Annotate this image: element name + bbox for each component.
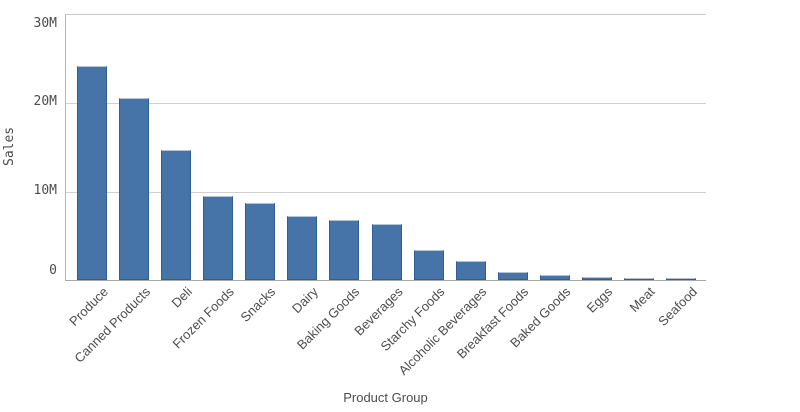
bar-produce[interactable] (77, 66, 107, 280)
y-tick-label-30m: 30M (33, 16, 57, 31)
bar-breakfast-foods[interactable] (498, 272, 528, 280)
bar-frozen-foods[interactable] (203, 196, 233, 280)
bar-dairy[interactable] (287, 216, 317, 280)
bar-beverages[interactable] (372, 224, 402, 280)
plot-area (65, 14, 706, 281)
bar-seafood[interactable] (666, 278, 696, 280)
x-tick-label-eggs[interactable]: Eggs (584, 284, 616, 316)
x-tick-label-snacks[interactable]: Snacks (237, 284, 279, 325)
x-tick-label-dairy[interactable]: Dairy (288, 284, 321, 317)
bar-alcoholic-beverages[interactable] (456, 260, 486, 280)
bar-baked-goods[interactable] (540, 274, 570, 280)
y-tick-label-20m: 20M (33, 94, 57, 109)
x-tick-label-canned-products[interactable]: Canned Products (70, 284, 153, 366)
y-tick-label-10m: 10M (33, 183, 57, 198)
bar-starchy-foods[interactable] (414, 250, 444, 280)
bar-snacks[interactable] (245, 203, 275, 280)
x-tick-label-deli[interactable]: Deli (168, 284, 195, 311)
x-tick-label-seafood[interactable]: Seafood (654, 284, 700, 329)
bar-eggs[interactable] (582, 276, 612, 280)
bar-meat[interactable] (624, 278, 654, 280)
y-tick-label-0: 0 (49, 263, 57, 278)
y-axis-title: Sales (2, 126, 17, 166)
gridline-10m (66, 192, 706, 193)
x-tick-label-meat[interactable]: Meat (626, 284, 658, 316)
bar-canned-products[interactable] (119, 98, 149, 280)
bar-deli[interactable] (161, 150, 191, 280)
gridline-20m (66, 103, 706, 104)
bar-baking-goods[interactable] (329, 219, 359, 280)
x-axis-title: Product Group (343, 390, 428, 405)
